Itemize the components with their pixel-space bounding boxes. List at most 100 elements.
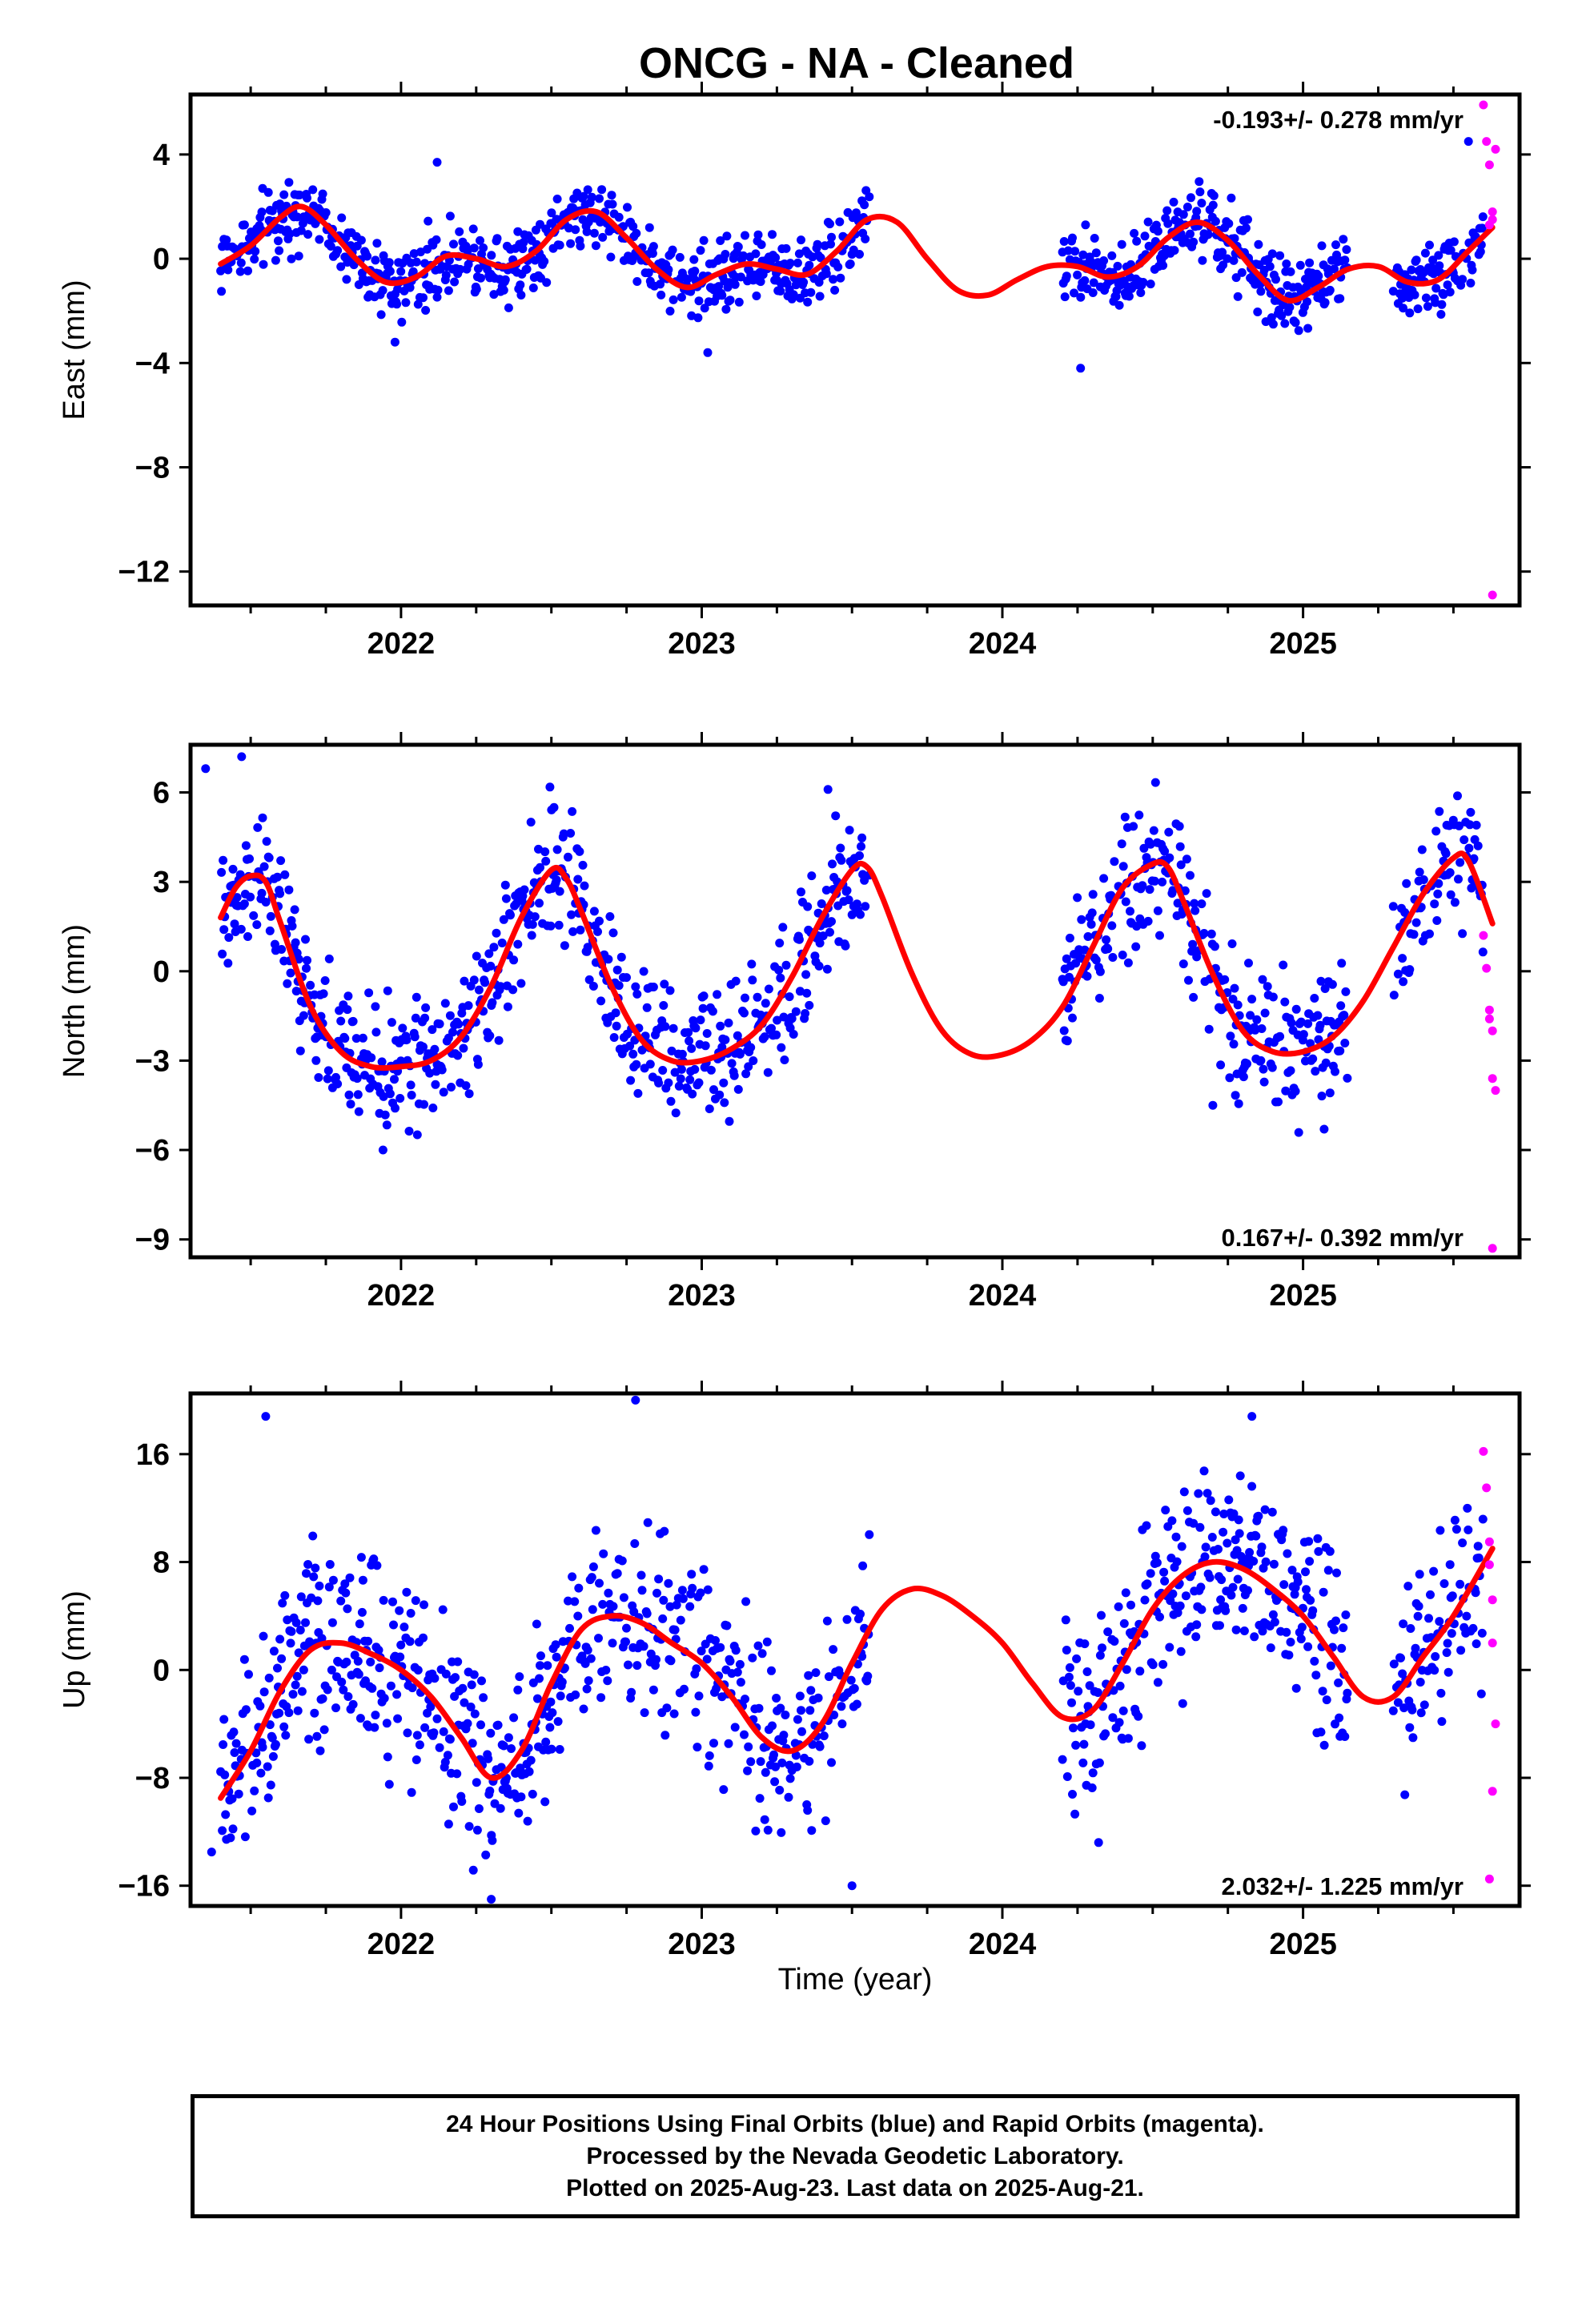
up-final-point: [247, 1806, 257, 1815]
east-final-point: [1320, 298, 1330, 308]
up-final-point: [748, 1653, 757, 1663]
up-final-point: [345, 1573, 355, 1582]
north-final-point: [1131, 942, 1141, 951]
east-final-point: [1140, 231, 1150, 241]
north-final-point: [1146, 839, 1155, 849]
east-final-point: [606, 252, 616, 262]
north-final-point: [828, 859, 837, 869]
east-final-point: [1317, 241, 1327, 251]
north-final-point: [1126, 907, 1134, 916]
north-final-point: [1315, 1020, 1325, 1030]
up-final-point: [595, 1578, 604, 1588]
up-final-point: [1306, 1595, 1315, 1605]
north-final-point: [1068, 1013, 1077, 1023]
up-final-point: [472, 1778, 481, 1787]
up-final-point: [1142, 1521, 1151, 1530]
north-final-point: [499, 915, 508, 924]
up-final-point: [1249, 1557, 1259, 1566]
up-final-point: [837, 1702, 846, 1711]
east-final-point: [1229, 255, 1239, 265]
north-final-point: [801, 1009, 810, 1018]
up-final-point: [1279, 1580, 1289, 1590]
up-final-point: [383, 1752, 392, 1762]
up-final-point: [264, 1673, 274, 1683]
east-final-point: [1158, 261, 1168, 270]
up-final-point: [297, 1687, 307, 1696]
up-final-point: [429, 1728, 439, 1738]
north-final-point: [354, 1107, 363, 1116]
east-rapid-point: [1488, 590, 1497, 600]
north-final-point: [291, 987, 301, 996]
north-final-point: [232, 893, 242, 903]
east-final-point: [1070, 247, 1080, 256]
north-final-point: [1149, 826, 1158, 835]
north-final-point: [1399, 977, 1408, 987]
north-final-point: [831, 811, 841, 821]
up-final-point: [1097, 1610, 1106, 1620]
east-final-point: [1342, 245, 1351, 255]
north-final-point: [454, 1019, 464, 1029]
north-final-point: [676, 1074, 685, 1084]
east-final-point: [1192, 207, 1202, 216]
north-final-point: [1415, 867, 1424, 877]
north-final-point: [1398, 954, 1407, 963]
east-final-point: [1063, 246, 1073, 255]
north-final-point: [1316, 976, 1326, 986]
up-final-point: [1094, 1758, 1104, 1767]
y-tick-label: 16: [136, 1438, 170, 1472]
north-final-point: [1153, 906, 1162, 915]
y-tick-label: −8: [135, 1762, 170, 1795]
up-rapid-point: [1484, 1874, 1494, 1884]
up-final-point: [484, 1754, 493, 1763]
east-final-point: [1195, 187, 1205, 197]
north-final-point: [774, 965, 784, 975]
up-final-point: [762, 1637, 772, 1647]
north-final-point: [616, 952, 626, 962]
up-final-point: [1199, 1466, 1209, 1476]
up-final-point: [395, 1606, 404, 1615]
up-final-point: [337, 1677, 347, 1687]
up-final-point: [460, 1698, 469, 1707]
east-final-point: [450, 277, 460, 287]
north-final-point: [1319, 1124, 1329, 1134]
up-final-point: [481, 1850, 491, 1860]
north-y-axis-label: North (mm): [58, 924, 91, 1078]
up-final-point: [545, 1723, 555, 1732]
north-final-point: [1129, 822, 1138, 831]
east-final-point: [690, 267, 700, 275]
north-final-point: [1331, 1067, 1339, 1076]
north-final-point: [1073, 893, 1082, 903]
up-final-point: [1181, 1591, 1191, 1601]
north-final-point: [1088, 890, 1098, 899]
north-final-point: [1216, 1060, 1226, 1070]
up-final-point: [1335, 1713, 1344, 1723]
east-final-point: [1211, 216, 1220, 226]
up-final-point: [1071, 1740, 1081, 1750]
north-final-point: [1059, 1026, 1069, 1035]
y-tick-label: 4: [153, 139, 170, 172]
up-final-point: [1126, 1600, 1135, 1610]
north-final-point: [780, 1055, 789, 1064]
north-final-point: [1176, 860, 1186, 870]
east-final-point: [295, 191, 304, 199]
up-final-point: [1085, 1681, 1094, 1691]
east-final-point: [1186, 229, 1195, 239]
north-final-point: [469, 975, 479, 985]
north-final-point: [857, 833, 867, 842]
east-final-point: [1449, 237, 1459, 247]
up-final-point: [763, 1825, 773, 1835]
up-final-point: [741, 1597, 751, 1606]
east-final-point: [607, 191, 616, 200]
east-final-point: [1405, 308, 1415, 318]
up-final-point: [227, 1794, 237, 1803]
up-final-point: [631, 1395, 640, 1405]
east-final-point: [271, 255, 280, 265]
north-final-point: [1458, 929, 1468, 939]
north-final-point: [1337, 959, 1347, 968]
north-final-point: [277, 945, 287, 954]
up-final-point: [863, 1671, 873, 1681]
north-final-point: [367, 1053, 376, 1063]
up-final-point: [819, 1731, 829, 1741]
north-final-point: [578, 860, 588, 870]
north-final-point: [589, 907, 599, 916]
